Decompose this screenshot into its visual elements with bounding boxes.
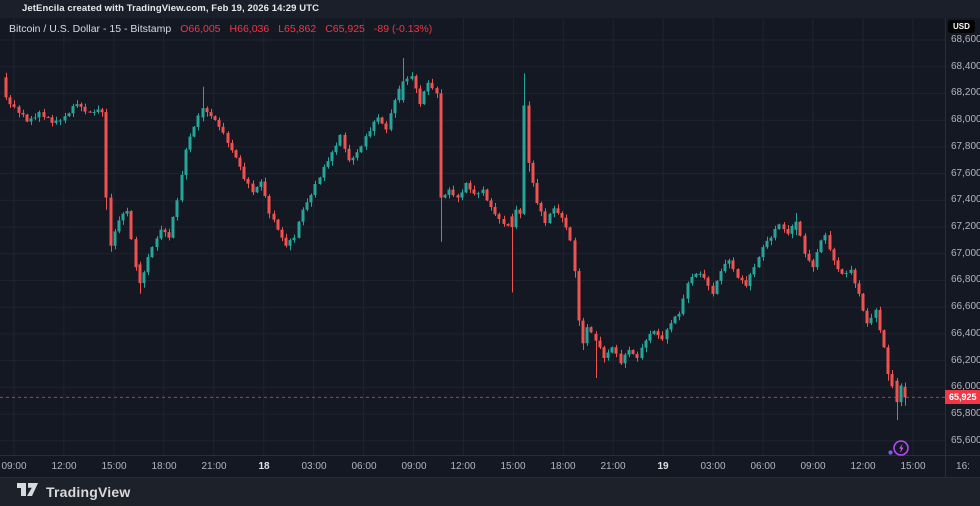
boost-icon[interactable]: [886, 438, 912, 460]
time-axis[interactable]: 09:00 12:00 15:00 18:00 21:00 18 03:00 06:00 09:…: [0, 456, 980, 477]
legend-high: H66,036: [229, 23, 270, 35]
price-tick-label: 66,800: [951, 274, 980, 285]
time-tick-label: 03:00: [700, 461, 726, 472]
price-tick-label: 66,400: [951, 328, 980, 339]
price-tick-label: 66,600: [951, 301, 980, 312]
time-tick-label: 12:00: [450, 461, 476, 472]
price-tick-label: 67,000: [951, 248, 980, 259]
time-tick-label: 18:00: [151, 461, 177, 472]
price-tick-label: 67,400: [951, 194, 980, 205]
time-tick-label: 18:00: [550, 461, 576, 472]
price-tick-label: 67,800: [951, 141, 980, 152]
time-tick-label: 06:00: [750, 461, 776, 472]
footer-bar: TradingView: [0, 477, 980, 506]
time-tick-label: 15:00: [101, 461, 127, 472]
price-tick-label: 66,000: [951, 381, 980, 392]
currency-unit-button[interactable]: USD: [948, 20, 975, 33]
price-tick-label: 68,000: [951, 114, 980, 125]
price-tick-label: 68,200: [951, 87, 980, 98]
time-tick-label: 15:00: [500, 461, 526, 472]
price-tick-label: 67,600: [951, 168, 980, 179]
price-tick-label: 65,800: [951, 408, 980, 419]
time-tick-label: 15:00: [900, 461, 926, 472]
price-axis[interactable]: 68,600 68,400 68,200 68,000 67,800 67,600 67,4…: [945, 18, 980, 455]
time-tick-label: 06:00: [351, 461, 377, 472]
tradingview-wordmark[interactable]: TradingView: [46, 484, 131, 500]
time-tick-label: 03:00: [301, 461, 327, 472]
time-tick-label: 12:00: [850, 461, 876, 472]
price-tick-label: 68,400: [951, 61, 980, 72]
grid: [0, 18, 945, 455]
legend-low: L65,862: [278, 23, 317, 35]
time-tick-label: 09:00: [401, 461, 427, 472]
legend-change: -89 (-0.13%): [373, 23, 433, 35]
price-tick-label: 65,600: [951, 435, 980, 446]
tradingview-logo-icon[interactable]: [16, 482, 39, 502]
watermark-bar: JetEncila created with TradingView.com, …: [0, 0, 980, 18]
legend-open: O66,005: [180, 23, 221, 35]
time-tick-label: 09:00: [1, 461, 27, 472]
legend-close: C65,925: [325, 23, 365, 35]
time-tick-label: 09:00: [800, 461, 826, 472]
symbol-title: Bitcoin / U.S. Dollar - 15 - Bitstamp: [9, 23, 172, 35]
symbol-legend[interactable]: Bitcoin / U.S. Dollar - 15 - Bitstamp O6…: [9, 23, 432, 35]
price-tick-label: 66,200: [951, 355, 980, 366]
time-tick-label: 21:00: [201, 461, 227, 472]
time-tick-label: 16:: [956, 461, 970, 472]
time-tick-label: 21:00: [600, 461, 626, 472]
candles: [4, 58, 907, 421]
last-price-badge: 65,925: [945, 390, 980, 404]
time-tick-day-label: 19: [657, 461, 669, 472]
price-tick-label: 67,200: [951, 221, 980, 232]
time-tick-label: 12:00: [51, 461, 77, 472]
watermark-text: JetEncila created with TradingView.com, …: [22, 3, 320, 14]
time-tick-day-label: 18: [258, 461, 270, 472]
price-tick-label: 68,600: [951, 34, 980, 45]
